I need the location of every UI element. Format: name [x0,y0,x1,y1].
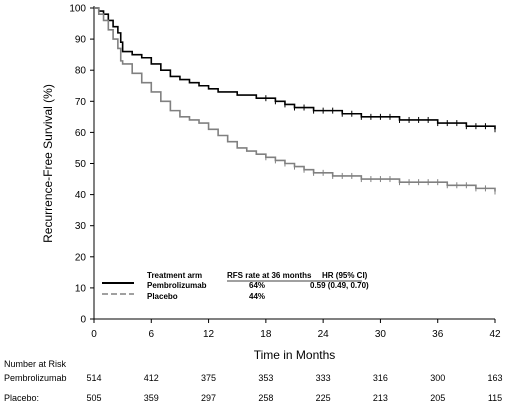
risk-row-label: Pembrolizumab [4,373,67,383]
risk-cell: 412 [144,373,159,383]
y-tick-label: 100 [69,4,86,15]
x-tick-label: 18 [260,329,272,340]
risk-table-layer: Number at Risk Pembrolizumab 514 412 375 353 3… [4,359,503,403]
risk-table-title: Number at Risk [4,359,67,369]
x-tick-label: 30 [375,329,387,340]
y-tick-label: 30 [75,221,87,232]
y-tick-label: 0 [80,315,86,326]
y-tick-label: 80 [75,66,87,77]
legend-header-hr: HR (95% CI) [322,271,368,280]
y-axis-title: Recurrence-Free Survival (%) [41,84,55,243]
legend-arm-placebo: Placebo [147,292,178,301]
x-tick-label: 0 [91,329,97,340]
risk-cell: 297 [201,393,216,403]
risk-row-label: Placebo: [4,393,39,403]
legend-arm-pembrolizumab: Pembrolizumab [147,281,207,290]
risk-cell: 514 [86,373,101,383]
axes-layer [93,6,495,320]
y-tick-label: 10 [75,283,87,294]
risk-cell: 213 [373,393,388,403]
y-tick-label: 20 [75,252,87,263]
risk-cell: 258 [258,393,273,403]
risk-cell: 300 [430,373,445,383]
x-axis-title: Time in Months [254,348,336,362]
risk-cell: 375 [201,373,216,383]
y-tick-label: 90 [75,35,87,46]
risk-cell: 353 [258,373,273,383]
y-tick-label: 50 [75,159,87,170]
risk-cell: 333 [316,373,331,383]
legend-hr-pembrolizumab: 0.59 (0.49, 0.70) [310,281,369,290]
x-tick-label: 42 [489,329,501,340]
risk-cell: 115 [488,393,502,403]
legend-layer: Treatment arm RFS rate at 36 months HR (95… [102,271,369,301]
legend-header-arm: Treatment arm [147,271,202,280]
censor-marks-layer [265,95,496,195]
ticks-layer: 0 10 20 30 40 50 60 70 80 90 100 0 6 12 18 24 30 36 42 [69,4,501,341]
risk-cell: 205 [430,393,445,403]
risk-cell: 316 [373,373,388,383]
legend-rfs-pembrolizumab: 64% [249,281,265,290]
risk-cell: 225 [316,393,331,403]
x-tick-label: 24 [318,329,330,340]
y-tick-label: 40 [75,190,87,201]
risk-cell: 505 [86,393,101,403]
x-tick-label: 6 [149,329,155,340]
y-tick-label: 70 [75,97,87,108]
x-tick-label: 36 [432,329,444,340]
risk-cell: 163 [487,373,502,383]
risk-cell: 359 [144,393,159,403]
x-tick-label: 12 [203,329,215,340]
legend-rfs-placebo: 44% [249,292,265,301]
y-tick-label: 60 [75,128,87,139]
km-series-line-pembrolizumab [94,7,496,130]
legend-header-rfs: RFS rate at 36 months [227,271,312,280]
